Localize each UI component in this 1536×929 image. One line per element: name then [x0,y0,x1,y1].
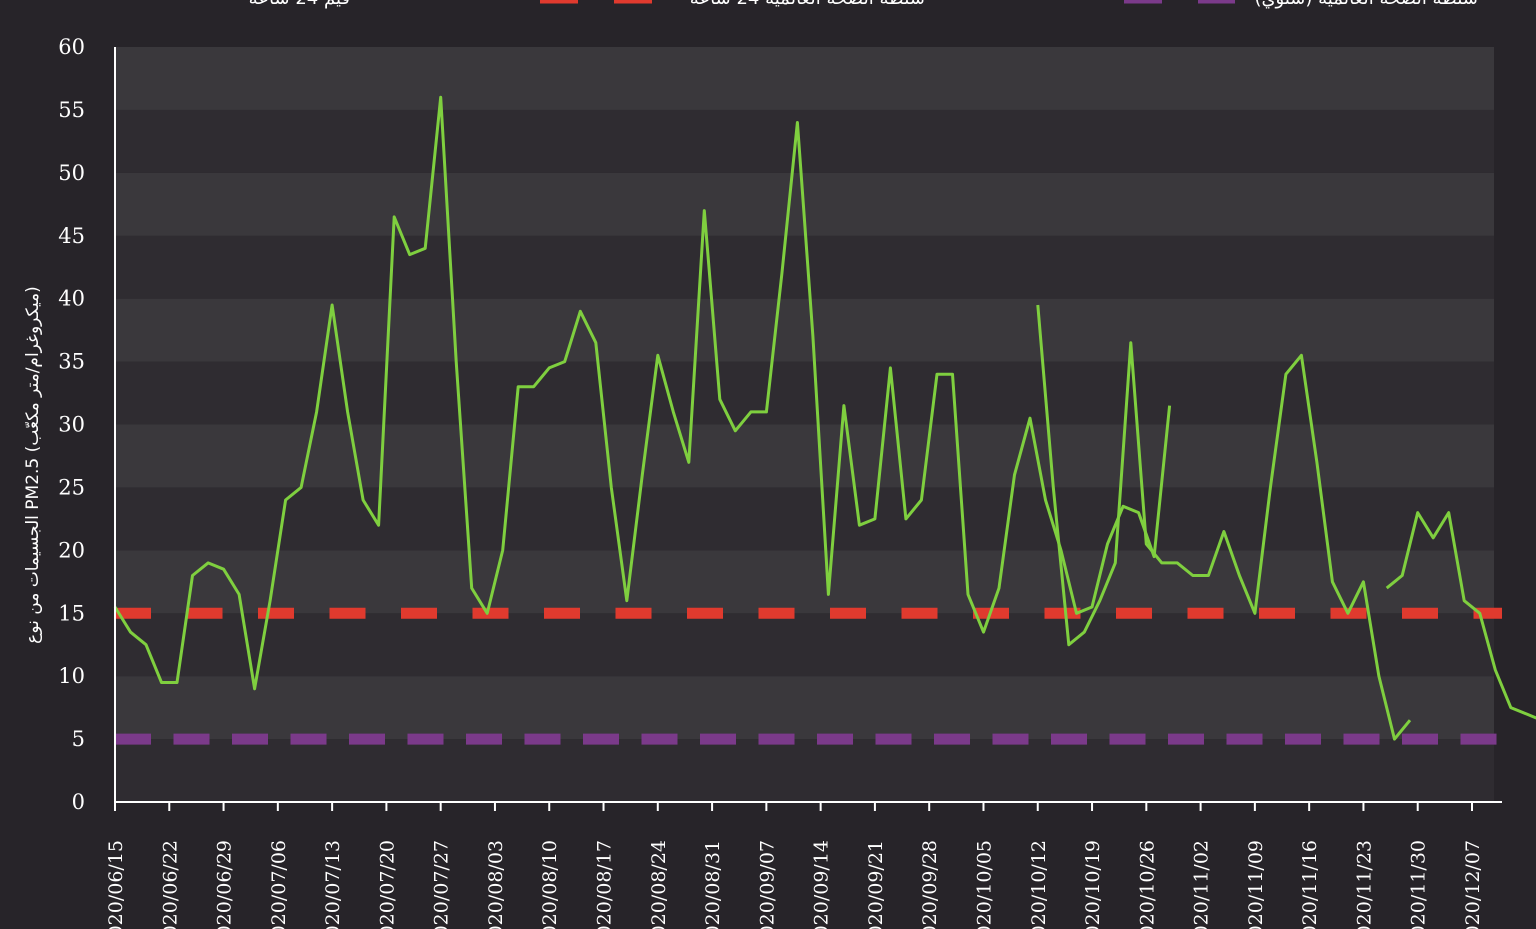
x-tick-label: 2020/06/29 [214,840,236,929]
y-tick-label: 0 [72,790,85,814]
x-tick-label: 2020/11/09 [1245,840,1267,929]
legend: قيم 24 ساعة سلطة الصحة العالمية 24 ساعة … [249,0,1478,9]
y-tick-label: 55 [58,98,85,122]
y-tick-label: 50 [58,161,85,185]
series-line-segment [1385,511,1536,720]
x-tick-label: 2020/07/20 [376,840,398,929]
x-tick-label: 2020/07/06 [268,840,290,929]
legend-label-daily: قيم 24 ساعة [249,0,350,9]
x-tick-label: 2020/07/13 [322,840,344,929]
grid-band [115,235,1494,299]
x-tick-label: 2020/08/17 [594,840,616,929]
legend-label-guideline-annual: سلطة الصحة العالمية (سنوي) [1254,0,1478,9]
x-tick-label: 2020/06/22 [159,840,181,929]
grid-band [115,424,1494,488]
y-tick-label: 35 [58,350,85,374]
grid-band [115,739,1494,802]
x-tick-label: 2020/10/12 [1028,840,1050,929]
series-line-segment [1036,304,1412,741]
y-tick-label: 20 [58,538,85,562]
x-tick-label: 2020/09/28 [919,840,941,929]
grid-band [115,613,1494,677]
y-tick-label: 30 [58,413,85,437]
grid-band [115,676,1494,740]
x-tick-label: 2020/11/02 [1191,840,1213,929]
y-tick-label: 40 [58,287,85,311]
grid-band [115,550,1494,614]
x-tick-label: 2020/07/27 [431,840,453,929]
x-tick-label: 2020/10/26 [1136,840,1158,929]
x-tick-label: 2020/08/10 [539,840,561,929]
x-tick-label: 2020/10/19 [1082,840,1104,929]
series-daily [113,95,1536,741]
y-axis-ticks: 0 5 10 15 20 25 30 35 40 45 50 55 60 [58,35,85,814]
x-tick-label: 2020/11/23 [1353,840,1375,929]
y-tick-label: 45 [58,224,85,248]
x-axis-ticks: 2020/06/15 2020/06/22 2020/06/29 2020/07/06… [105,802,1484,929]
x-tick-label: 2020/08/31 [702,840,724,929]
y-tick-label: 25 [58,475,85,499]
grid-band [115,109,1494,173]
x-tick-label: 2020/10/05 [973,840,995,929]
x-tick-label: 2020/12/07 [1462,840,1484,929]
x-tick-label: 2020/08/03 [485,840,507,929]
grid-band [115,487,1494,551]
x-tick-label: 2020/11/30 [1408,840,1430,929]
x-tick-label: 2020/09/21 [865,840,887,929]
y-tick-label: 5 [72,727,85,751]
x-tick-label: 2020/08/24 [648,840,670,929]
x-tick-label: 2020/06/15 [105,840,127,929]
background-bands [115,47,1494,802]
grid-band [115,298,1494,362]
x-tick-label: 2020/09/14 [811,840,833,929]
series-line-segment [113,95,1172,691]
reference-lines [115,607,1502,745]
y-tick-label: 60 [58,35,85,59]
grid-band [115,47,1494,110]
x-tick-label: 2020/11/16 [1299,840,1321,929]
y-tick-label: 10 [58,664,85,688]
legend-label-guideline-24h: سلطة الصحة العالمية 24 ساعة [690,0,925,9]
x-tick-label: 2020/09/07 [756,840,778,929]
y-axis-label: الجسيمات من نوع PM2.5 (ميكروغرام/متر مكع… [23,286,43,644]
y-tick-label: 15 [58,601,85,625]
